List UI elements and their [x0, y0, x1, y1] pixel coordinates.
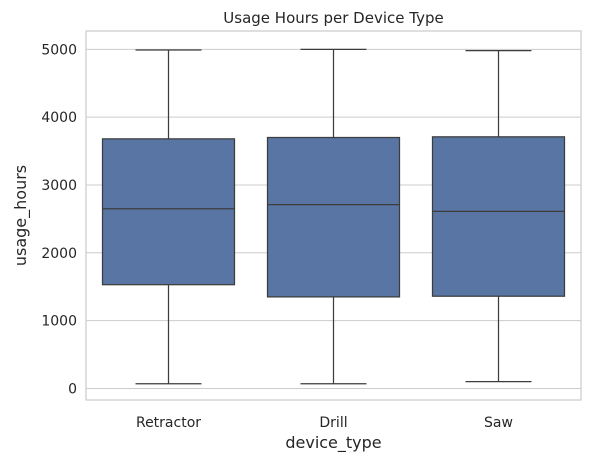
x-axis-label: device_type — [285, 433, 381, 453]
box-group-retractor — [101, 49, 236, 385]
chart-title: Usage Hours per Device Type — [223, 9, 443, 27]
y-tick-labels: 0 1000 2000 3000 4000 5000 — [41, 42, 77, 397]
y-tick-label: 5000 — [41, 42, 77, 58]
x-tick-labels: Retractor Drill Saw — [136, 415, 513, 431]
x-tick-label: Drill — [319, 415, 347, 431]
y-tick-label: 4000 — [41, 110, 77, 126]
x-tick-label: Retractor — [136, 415, 201, 431]
y-tick-label: 3000 — [41, 178, 77, 194]
y-axis-label: usage_hours — [11, 165, 31, 266]
box-group-drill — [266, 48, 401, 385]
x-tick-label: Saw — [484, 415, 513, 431]
box-group-saw — [431, 50, 566, 383]
box-layer — [101, 48, 566, 385]
box-iqr — [101, 138, 236, 286]
box-iqr — [266, 136, 401, 298]
y-tick-label: 2000 — [41, 246, 77, 262]
y-tick-label: 0 — [68, 381, 77, 397]
y-tick-label: 1000 — [41, 314, 77, 330]
plot-frame — [85, 30, 582, 401]
box-iqr — [431, 136, 566, 297]
